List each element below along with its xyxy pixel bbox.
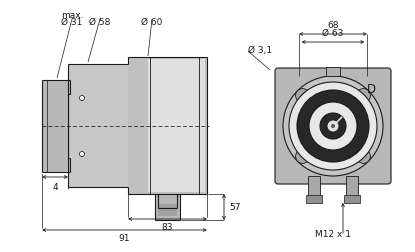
Bar [148, 60, 205, 192]
Text: 57: 57 [229, 203, 241, 212]
Bar [158, 204, 177, 216]
Bar [68, 65, 128, 187]
Circle shape [356, 89, 371, 103]
Bar [128, 58, 207, 194]
Circle shape [283, 77, 383, 176]
Circle shape [309, 103, 357, 150]
Text: Ø 63: Ø 63 [322, 29, 344, 38]
Bar [42, 81, 70, 172]
FancyBboxPatch shape [275, 69, 391, 184]
Text: Ø 3,1: Ø 3,1 [248, 45, 272, 54]
Bar [344, 195, 360, 203]
Bar [308, 176, 320, 200]
Circle shape [295, 150, 310, 164]
Bar [155, 194, 180, 220]
Text: 68: 68 [327, 21, 339, 30]
Text: 91: 91 [119, 233, 130, 242]
Circle shape [320, 114, 346, 139]
Text: 4: 4 [52, 182, 58, 191]
Circle shape [295, 89, 310, 103]
Circle shape [80, 96, 85, 101]
Circle shape [80, 152, 85, 157]
Text: D: D [366, 82, 376, 95]
Circle shape [297, 91, 369, 162]
Bar [306, 195, 322, 203]
Bar [346, 176, 358, 200]
Text: 83: 83 [162, 222, 173, 231]
Text: max.: max. [61, 11, 83, 20]
Circle shape [331, 124, 335, 129]
Circle shape [327, 120, 339, 133]
Bar [326, 68, 340, 77]
Text: Ø 60: Ø 60 [142, 18, 163, 27]
Text: M12 x 1: M12 x 1 [315, 229, 351, 238]
Circle shape [356, 150, 371, 164]
Circle shape [289, 83, 377, 170]
Text: Ø 31: Ø 31 [61, 18, 83, 27]
Text: Ø 58: Ø 58 [89, 18, 111, 27]
